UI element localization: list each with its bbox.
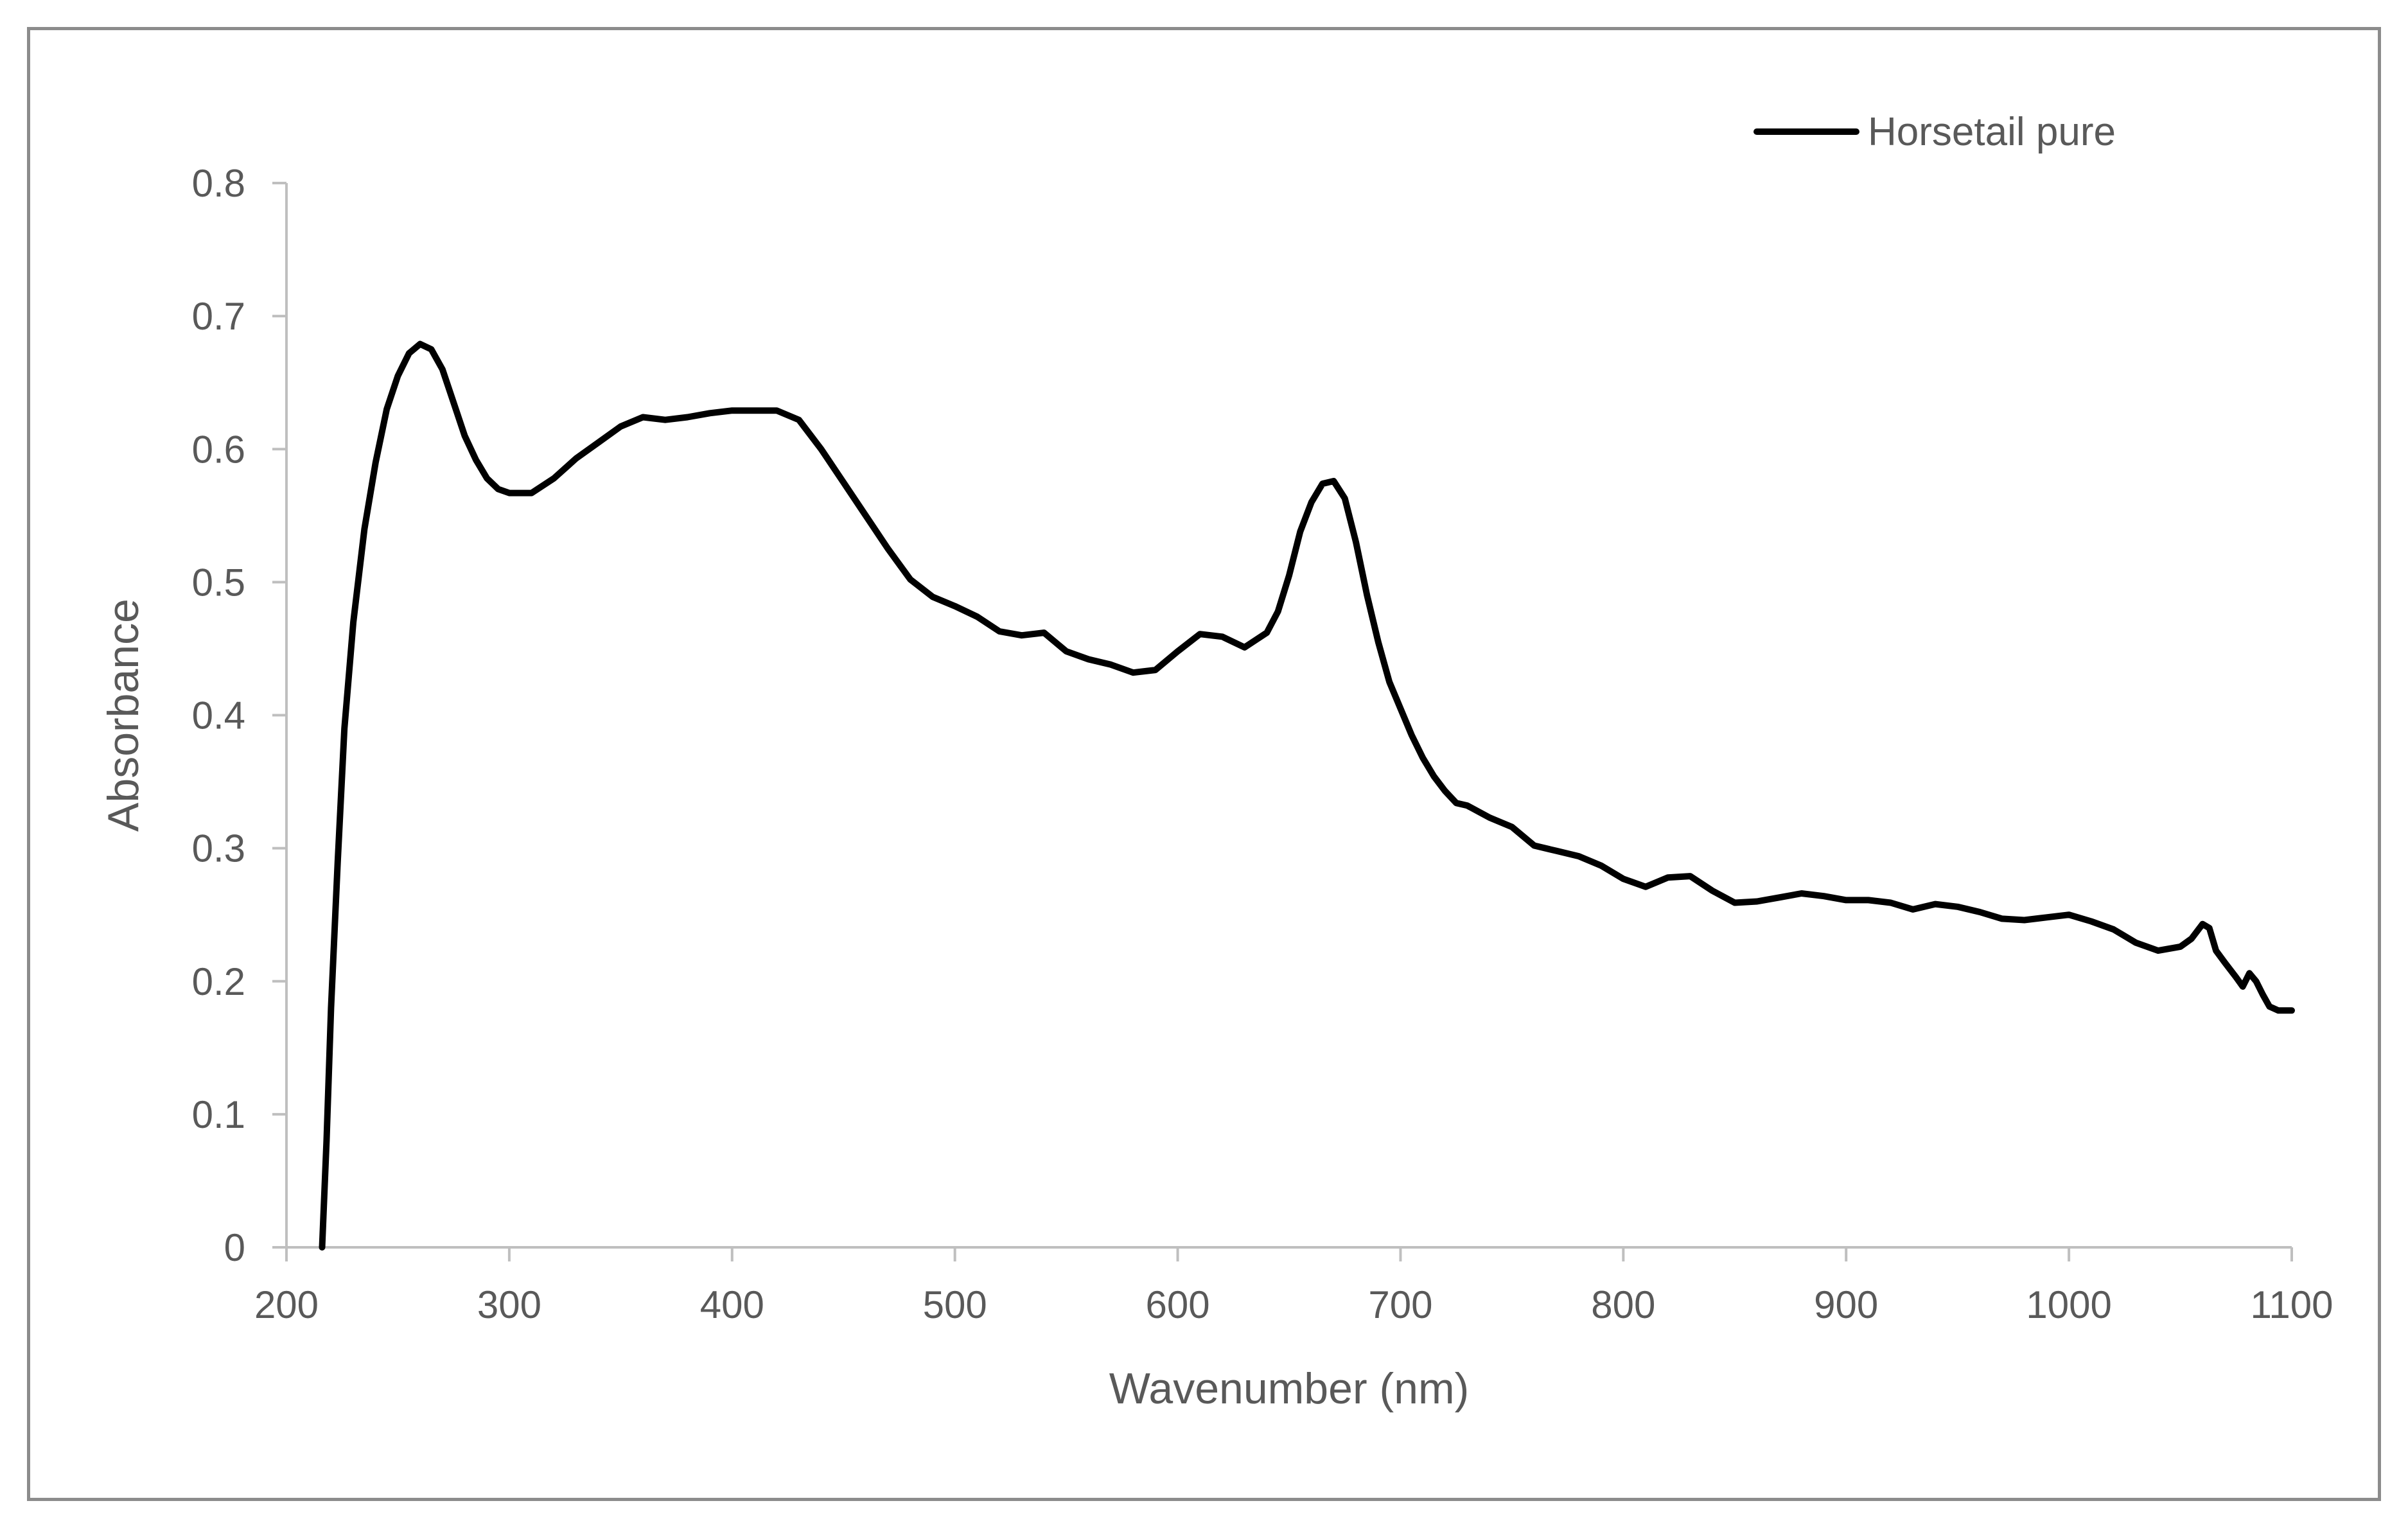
y-tick-label: 0.2 — [192, 960, 245, 1003]
x-tick-label: 900 — [1814, 1283, 1878, 1326]
y-tick-label: 0.4 — [192, 694, 245, 737]
y-tick-label: 0 — [224, 1226, 245, 1269]
x-tick-label: 1100 — [2250, 1283, 2333, 1326]
chart-frame — [27, 27, 2381, 1501]
legend: Horsetail pure — [1753, 110, 2116, 154]
y-ticks: 0 0.1 0.2 0.3 0.4 0.5 0.6 0.7 0.8 — [192, 162, 286, 1269]
y-tick-label: 0.8 — [192, 162, 245, 205]
y-tick-label: 0.5 — [192, 561, 245, 604]
y-tick-label: 0.1 — [192, 1093, 245, 1136]
y-tick-label: 0.6 — [192, 428, 245, 471]
x-tick-label: 800 — [1591, 1283, 1655, 1326]
x-tick-label: 500 — [923, 1283, 987, 1326]
series-line-0 — [319, 340, 2295, 1251]
x-tick-label: 300 — [477, 1283, 541, 1326]
x-tick-label: 400 — [700, 1283, 764, 1326]
legend-label: Horsetail pure — [1868, 110, 2116, 154]
y-tick-label: 0.7 — [192, 295, 245, 338]
x-tick-label: 200 — [254, 1283, 319, 1326]
y-tick-label: 0.3 — [192, 827, 245, 870]
x-axis-title: Wavenumber (nm) — [1109, 1364, 1470, 1413]
y-axis-title: Absorbance — [99, 599, 148, 832]
x-tick-label: 600 — [1146, 1283, 1210, 1326]
x-tick-label: 1000 — [2026, 1283, 2111, 1326]
x-tick-label: 700 — [1368, 1283, 1432, 1326]
axes: 0 0.1 0.2 0.3 0.4 0.5 0.6 0.7 0.8 200 300 400 500 60… — [192, 162, 2333, 1326]
series-layer — [319, 340, 2295, 1251]
x-ticks: 200 300 400 500 600 700 800 900 1000 1100 — [254, 1247, 2333, 1326]
